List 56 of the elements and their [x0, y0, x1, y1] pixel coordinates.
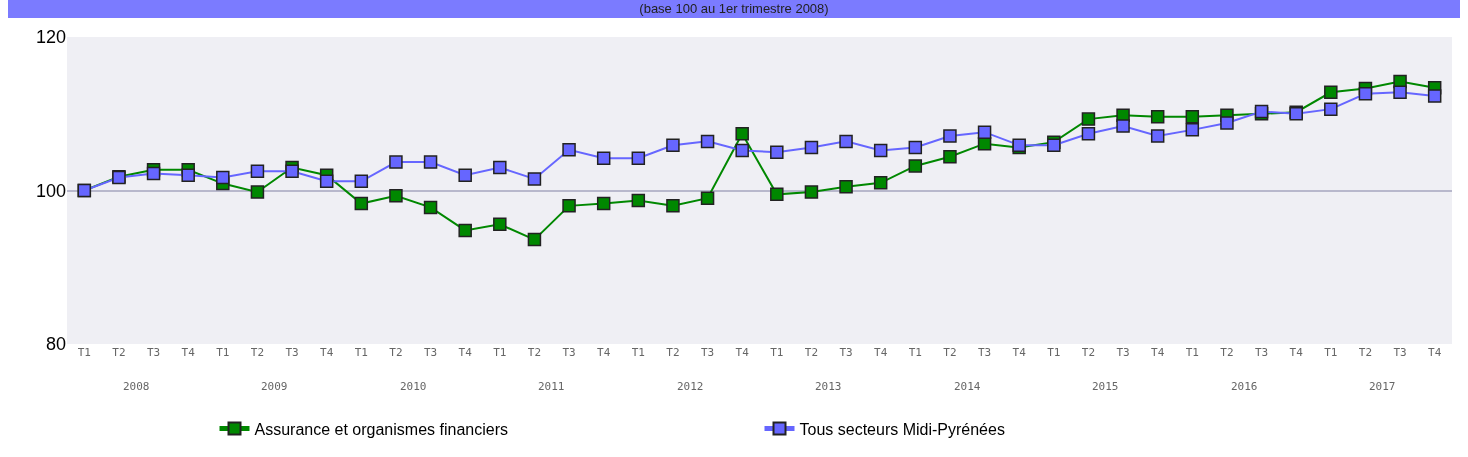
x-tick-label: T3: [423, 346, 438, 359]
x-tick-label: T3: [285, 346, 299, 359]
x-tick-label: T4: [1151, 346, 1165, 359]
text: 2009: [261, 380, 288, 393]
x-tick-label: T1: [77, 346, 91, 359]
x-tick-label: T4: [874, 346, 888, 359]
x-tick-label: T4: [181, 346, 196, 359]
x-tick-label: T1: [1324, 346, 1338, 359]
x-tick-label: T2: [804, 346, 819, 359]
x-tick-label: T4: [458, 346, 473, 359]
x-tick-label: T1: [908, 346, 922, 359]
x-tick-label: T3: [700, 346, 715, 359]
x-tick-label: T2: [527, 346, 542, 359]
text: 2013: [815, 380, 842, 393]
text: 2010: [400, 380, 427, 393]
x-tick-label: T3: [1254, 346, 1269, 359]
text: 2016: [1231, 380, 1258, 393]
x-tick-label: T2: [250, 346, 265, 359]
x-tick-label: T4: [1428, 346, 1442, 359]
x-tick-label: T2: [1220, 346, 1234, 359]
text: 2011: [538, 380, 565, 393]
x-tick-label: T4: [1289, 346, 1304, 359]
x-tick-label: T1: [770, 346, 784, 359]
x-tick-label: T3: [839, 346, 853, 359]
x-tick-label: T1: [631, 346, 645, 359]
chart-subtitle: (base 100 au 1er trimestre 2008): [8, 0, 1460, 18]
y-tick-label: 80: [45, 334, 66, 355]
legend-label: Tous secteurs Midi-Pyrénées: [799, 420, 1005, 438]
x-tick-label: T4: [1012, 346, 1027, 359]
x-tick-label: T1: [216, 346, 230, 359]
legend-label: Assurance et organismes financiers: [254, 420, 508, 438]
text: 2008: [123, 380, 150, 393]
x-tick-label: T3: [1116, 346, 1130, 359]
x-tick-label: T2: [666, 346, 680, 359]
x-tick-label: T1: [354, 346, 368, 359]
x-tick-label: T1: [1185, 346, 1199, 359]
text: 2012: [677, 380, 704, 393]
x-tick-label: T1: [1047, 346, 1061, 359]
x-tick-label: T3: [977, 346, 992, 359]
text: 2017: [1369, 380, 1396, 393]
x-tick-label: T2: [943, 346, 957, 359]
x-tick-label: T2: [389, 346, 403, 359]
x-tick-label: T2: [1081, 346, 1096, 359]
text: 2014: [954, 380, 981, 393]
x-tick-label: T3: [1393, 346, 1407, 359]
x-tick-label: T2: [112, 346, 126, 359]
x-tick-label: T3: [562, 346, 576, 359]
x-tick-label: T3: [146, 346, 161, 359]
x-tick-label: T4: [735, 346, 750, 359]
x-tick-label: T1: [493, 346, 507, 359]
x-tick-label: T4: [597, 346, 611, 359]
y-tick-label: 120: [35, 27, 66, 48]
x-tick-label: T4: [320, 346, 334, 359]
text: 2015: [1092, 380, 1119, 393]
y-tick-label: 100: [35, 180, 66, 201]
x-tick-label: T2: [1358, 346, 1373, 359]
